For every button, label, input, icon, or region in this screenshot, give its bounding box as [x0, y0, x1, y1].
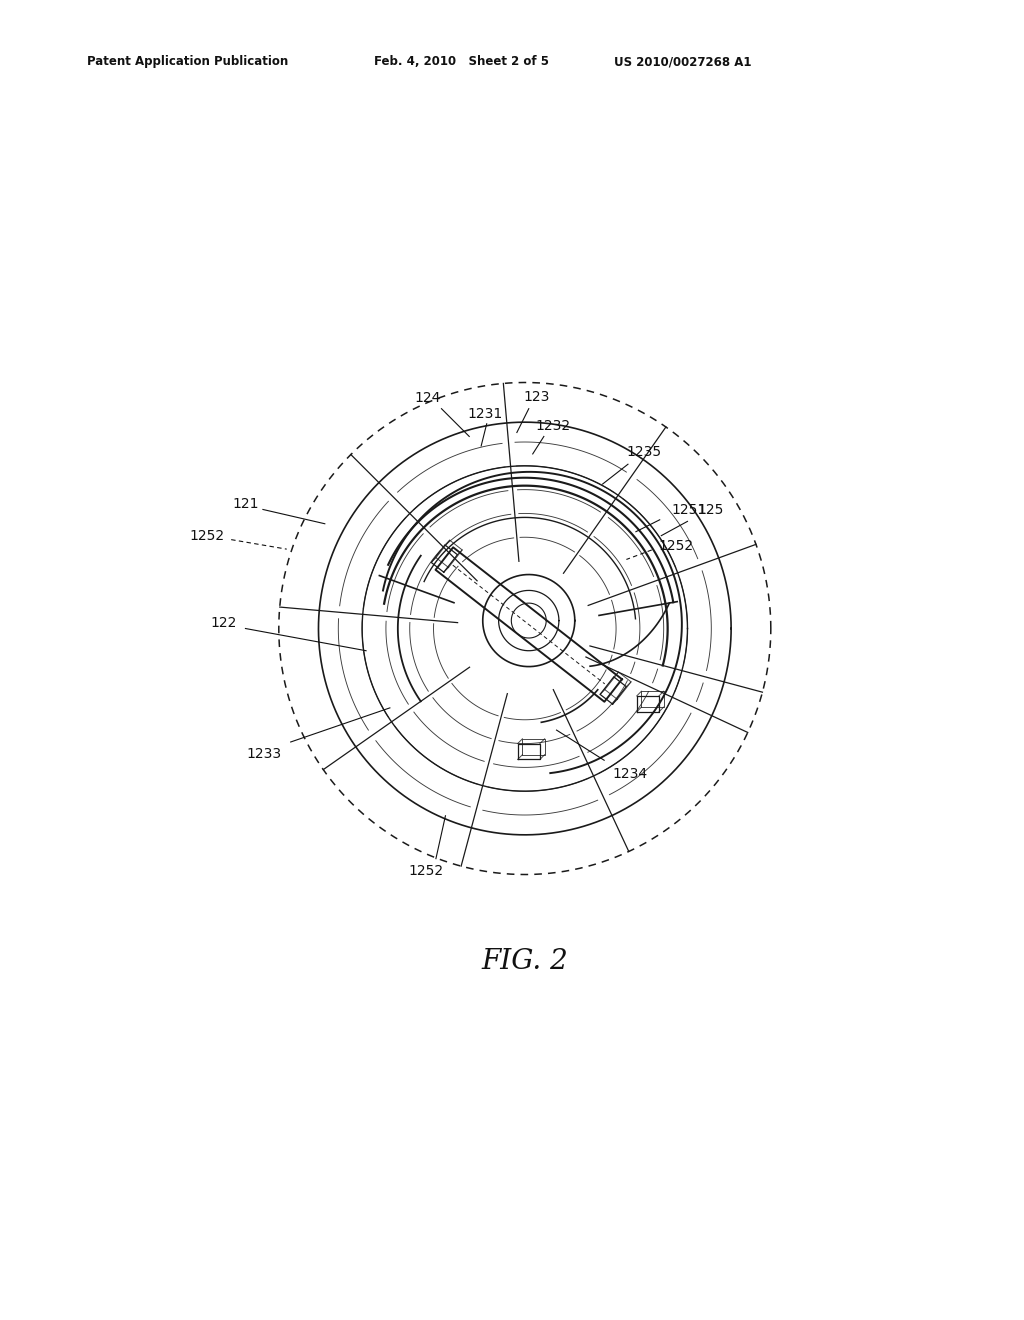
Text: Patent Application Publication: Patent Application Publication	[87, 55, 289, 69]
Text: 1232: 1232	[535, 420, 570, 433]
Text: 1234: 1234	[612, 767, 647, 780]
Text: 124: 124	[415, 391, 441, 405]
Text: 1252: 1252	[189, 528, 225, 543]
Text: 1252: 1252	[658, 539, 693, 553]
Text: 121: 121	[232, 496, 259, 511]
Text: 125: 125	[697, 503, 724, 517]
Text: 1252: 1252	[408, 865, 443, 878]
Text: 1235: 1235	[627, 445, 662, 459]
Text: 122: 122	[210, 616, 237, 630]
Text: 1251: 1251	[672, 503, 707, 517]
Text: US 2010/0027268 A1: US 2010/0027268 A1	[614, 55, 752, 69]
Text: Feb. 4, 2010   Sheet 2 of 5: Feb. 4, 2010 Sheet 2 of 5	[374, 55, 549, 69]
Text: FIG. 2: FIG. 2	[481, 948, 568, 975]
Text: 1231: 1231	[468, 408, 503, 421]
Text: 123: 123	[523, 389, 550, 404]
Text: 1233: 1233	[247, 747, 282, 760]
